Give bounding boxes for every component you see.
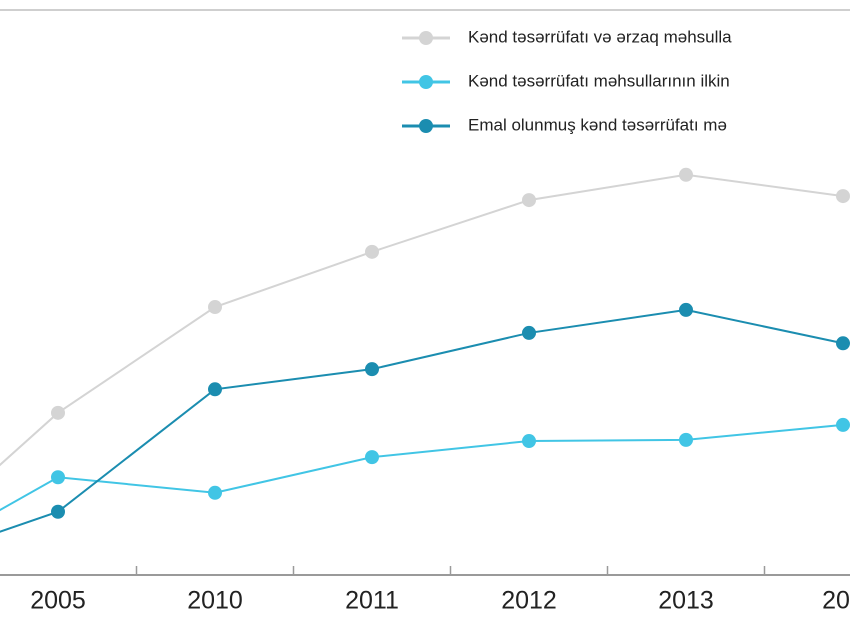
x-tick-label: 2011 <box>345 587 399 615</box>
series-line <box>0 423 844 512</box>
data-point <box>51 470 65 485</box>
series-line <box>0 173 844 467</box>
data-point <box>679 302 693 317</box>
data-point <box>836 336 850 351</box>
data-point <box>365 362 379 377</box>
x-tick-label: 2012 <box>501 587 557 615</box>
data-point <box>365 244 379 259</box>
legend-label: Kənd təsərrüfatı məhsullarının ilkin <box>468 71 730 90</box>
x-tick-label: 2005 <box>30 587 86 615</box>
legend-label: Emal olunmuş kənd təsərrüfatı mə <box>468 115 727 134</box>
data-point <box>208 485 222 500</box>
data-point <box>51 405 65 420</box>
data-point <box>679 432 693 447</box>
legend-label: Kənd təsərrüfatı və ərzaq məhsulla <box>468 27 732 46</box>
data-point <box>522 434 536 449</box>
data-point <box>522 193 536 208</box>
legend-marker <box>419 75 433 89</box>
data-point <box>679 167 693 182</box>
legend-marker <box>419 119 433 133</box>
data-point <box>51 504 65 519</box>
data-point <box>365 450 379 465</box>
legend-marker <box>419 31 433 45</box>
x-tick-label: 2010 <box>187 587 243 615</box>
data-point <box>836 417 850 432</box>
data-point <box>836 189 850 204</box>
data-point <box>522 325 536 340</box>
data-point <box>208 300 222 315</box>
x-tick-label: 201 <box>822 587 850 615</box>
x-tick-label: 2013 <box>658 587 714 615</box>
data-point <box>208 382 222 397</box>
